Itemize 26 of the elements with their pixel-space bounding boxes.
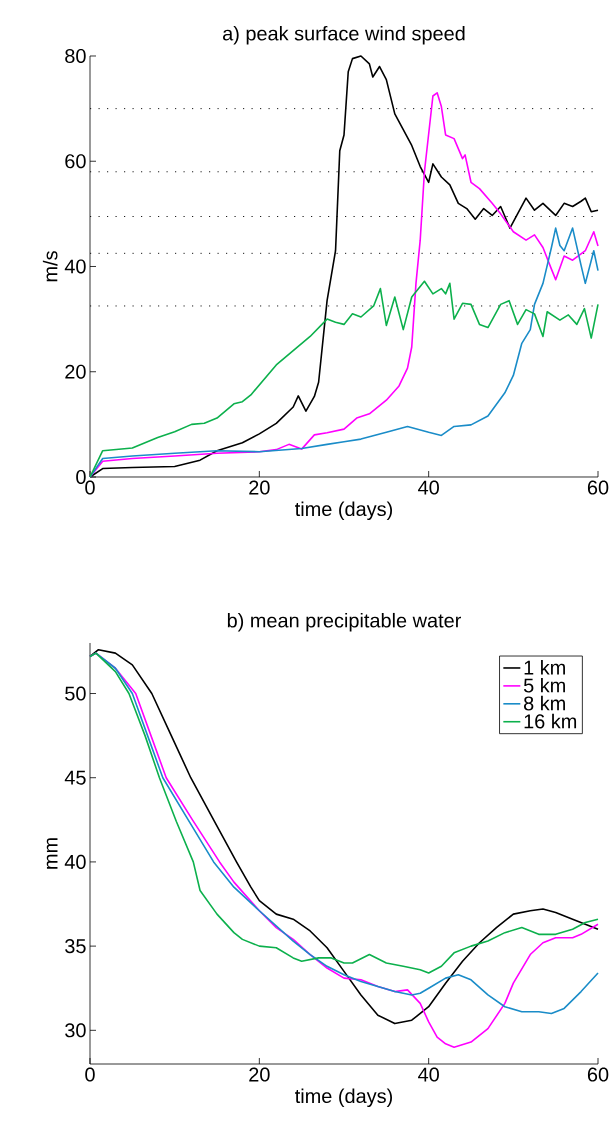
legend-label: 1 km <box>524 660 565 675</box>
x-axis-title: time (days) <box>295 1088 393 1108</box>
y-tick-label: 40 <box>64 854 86 869</box>
x-axis-title: time (days) <box>295 501 393 521</box>
y-tick-label: 40 <box>64 259 86 274</box>
legend-label: 16 km <box>524 713 577 729</box>
y-tick-label: 35 <box>65 939 86 954</box>
y-axis-title: mm <box>46 838 58 869</box>
y-tick-label: 60 <box>65 154 86 169</box>
x-tick-label: 20 <box>249 480 270 495</box>
chart-title: b) mean precipitable water <box>227 612 462 632</box>
legend-label: 5 km <box>523 677 565 693</box>
chart-title: a) peak surface wind speed <box>223 25 465 45</box>
x-tick-label: 60 <box>587 480 609 495</box>
y-tick-label: 30 <box>65 1023 86 1038</box>
y-axis-title: m/s <box>42 251 58 282</box>
y-tick-label: 45 <box>64 770 86 785</box>
x-tick-label: 20 <box>249 1067 270 1082</box>
x-tick-label: 40 <box>418 1067 439 1082</box>
x-tick-label: 40 <box>418 480 439 495</box>
y-tick-label: 0 <box>76 469 86 485</box>
y-tick-label: 20 <box>65 364 86 379</box>
y-tick-label: 50 <box>65 686 86 701</box>
x-tick-label: 60 <box>587 1067 609 1082</box>
legend-label: 8 km <box>523 695 565 711</box>
y-tick-label: 80 <box>65 48 86 64</box>
